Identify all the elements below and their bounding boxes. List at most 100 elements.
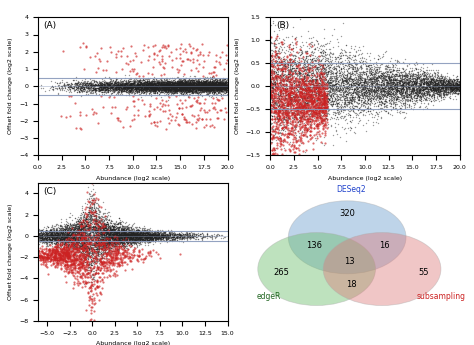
- Point: [305, 67, 312, 73]
- Point: [110, 227, 118, 233]
- Point: [120, 237, 128, 243]
- Point: [299, 104, 306, 110]
- Point: [29, 230, 37, 235]
- Point: [299, 114, 307, 119]
- Point: [270, 79, 277, 85]
- Point: [56, 255, 64, 261]
- Point: [320, 27, 328, 32]
- Point: [61, 238, 68, 243]
- Point: [422, 74, 430, 79]
- Point: [171, 83, 179, 88]
- Point: [416, 67, 423, 72]
- Point: [339, 77, 347, 82]
- Point: [283, 122, 291, 128]
- Point: [428, 76, 436, 81]
- Point: [295, 86, 302, 91]
- Point: [87, 267, 95, 273]
- Point: [446, 84, 454, 89]
- Point: [197, 80, 204, 86]
- Point: [127, 231, 135, 237]
- Point: [134, 231, 141, 237]
- Point: [113, 236, 121, 242]
- Point: [44, 235, 51, 241]
- Point: [111, 235, 119, 240]
- Point: [155, 85, 163, 90]
- Point: [114, 234, 121, 240]
- Point: [303, 116, 311, 122]
- Point: [126, 230, 133, 236]
- Point: [414, 87, 421, 92]
- Point: [291, 70, 299, 75]
- Point: [374, 73, 382, 79]
- Point: [211, 89, 219, 95]
- Point: [453, 76, 461, 82]
- Point: [305, 89, 312, 95]
- Point: [143, 236, 150, 241]
- Point: [172, 84, 180, 89]
- Point: [161, 82, 169, 87]
- Point: [65, 234, 73, 239]
- Point: [376, 99, 384, 105]
- Point: [216, 86, 224, 92]
- Point: [118, 234, 125, 239]
- Point: [311, 67, 319, 72]
- Point: [406, 94, 414, 100]
- Point: [187, 81, 195, 87]
- Point: [199, 81, 206, 86]
- Point: [201, 78, 209, 84]
- Point: [154, 235, 162, 241]
- Point: [417, 85, 424, 91]
- Point: [170, 82, 178, 87]
- Point: [105, 229, 113, 234]
- Point: [120, 230, 128, 235]
- Point: [192, 87, 200, 92]
- Point: [118, 78, 126, 83]
- Point: [455, 82, 462, 88]
- Point: [88, 254, 96, 259]
- Point: [28, 233, 36, 238]
- Point: [373, 88, 380, 93]
- Point: [88, 247, 96, 253]
- Point: [133, 85, 141, 90]
- Point: [297, 110, 304, 115]
- Point: [364, 62, 372, 67]
- Point: [186, 86, 193, 92]
- Point: [210, 86, 218, 91]
- Point: [80, 249, 87, 254]
- Point: [312, 83, 320, 88]
- Point: [78, 239, 86, 245]
- Point: [423, 75, 431, 80]
- Point: [44, 254, 52, 260]
- Point: [416, 97, 423, 102]
- Point: [91, 224, 98, 230]
- Point: [166, 89, 173, 95]
- Point: [178, 79, 185, 84]
- Point: [309, 103, 317, 108]
- Point: [165, 86, 173, 92]
- Point: [51, 248, 59, 254]
- Point: [410, 90, 417, 96]
- Point: [309, 96, 316, 101]
- Point: [76, 109, 84, 115]
- Point: [72, 238, 79, 244]
- Point: [429, 85, 437, 90]
- Point: [109, 84, 117, 90]
- Point: [392, 78, 399, 83]
- Point: [269, 134, 277, 139]
- Point: [14, 231, 22, 237]
- Point: [307, 91, 315, 97]
- Point: [86, 230, 93, 235]
- Point: [292, 139, 300, 145]
- Point: [325, 88, 332, 93]
- Point: [282, 63, 289, 69]
- Point: [104, 230, 111, 236]
- Point: [205, 81, 212, 87]
- Point: [89, 86, 97, 91]
- Point: [354, 82, 362, 87]
- Point: [124, 226, 131, 231]
- Point: [58, 236, 65, 241]
- Point: [206, 87, 214, 92]
- Point: [222, 86, 229, 92]
- Point: [80, 233, 88, 239]
- Point: [203, 87, 210, 92]
